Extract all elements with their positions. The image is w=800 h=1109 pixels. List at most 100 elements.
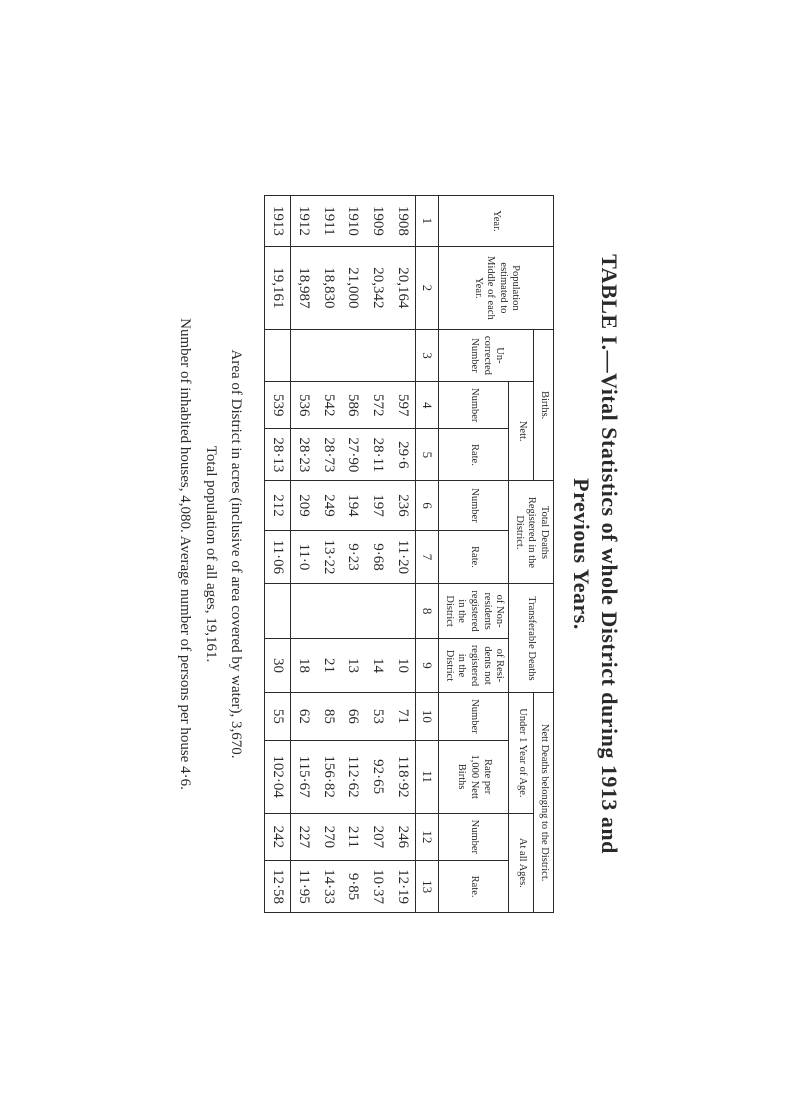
colnum: 6 [416,481,439,530]
colnum: 2 [416,246,439,329]
cell: 71 [390,693,415,740]
cell-year: 1909 [366,195,391,246]
cell: 9·68 [366,530,391,584]
hdr-rate-b: Rate. [439,429,509,481]
colnum: 13 [416,861,439,913]
cell: 209 [291,481,316,530]
footnotes: Area of District in acres (inclusive of … [172,54,249,1054]
cell: 28·73 [316,429,341,481]
cell: 21,000 [341,246,366,329]
cell: 29·6 [390,429,415,481]
cell: 21 [316,638,341,692]
cell-year: 1913 [265,195,291,246]
colnum: 3 [416,329,439,381]
cell: 11·20 [390,530,415,584]
cell: 92·65 [366,740,391,813]
colnum: 7 [416,530,439,584]
hdr-nonres: of Non- residents registered in the Dist… [439,584,509,638]
cell: 12·58 [265,861,291,913]
cell: 536 [291,381,316,428]
cell [316,329,341,381]
cell: 85 [316,693,341,740]
hdr-rpb: Rate per 1,000 Nett Births [439,740,509,813]
hdr-rate-td: Rate. [439,530,509,584]
cell-year: 1910 [341,195,366,246]
cell: 13 [341,638,366,692]
hdr-number-u1: Number [439,693,509,740]
cell: 62 [291,693,316,740]
hdr-number-b: Number [439,381,509,428]
cell [390,584,415,638]
cell [341,329,366,381]
cell: 597 [390,381,415,428]
cell: 236 [390,481,415,530]
cell: 20,342 [366,246,391,329]
cell: 11·06 [265,530,291,584]
cell: 115·67 [291,740,316,813]
cell: 11·95 [291,861,316,913]
cell: 211 [341,813,366,860]
cell [390,329,415,381]
hdr-uncorrected: Un- corrected Number [439,329,534,381]
cell: 227 [291,813,316,860]
cell: 10·37 [366,861,391,913]
colnum: 5 [416,429,439,481]
hdr-pop: Population estimated to Middle of each Y… [439,246,554,329]
cell-year: 1911 [316,195,341,246]
cell: 112·62 [341,740,366,813]
cell: 28·23 [291,429,316,481]
cell: 10 [390,638,415,692]
hdr-rate-aa: Rate. [439,861,509,913]
cell [341,584,366,638]
cell: 18,987 [291,246,316,329]
cell [366,329,391,381]
vital-stats-table: Year. Population estimated to Middle of … [265,195,555,913]
cell: 27·90 [341,429,366,481]
hdr-allages: At all Ages. [509,813,534,912]
cell: 246 [390,813,415,860]
cell: 20,164 [390,246,415,329]
cell: 270 [316,813,341,860]
cell: 28·13 [265,429,291,481]
colnum: 11 [416,740,439,813]
cell: 156·82 [316,740,341,813]
hdr-year: Year. [439,195,554,246]
cell: 19,161 [265,246,291,329]
cell: 28·11 [366,429,391,481]
cell: 539 [265,381,291,428]
hdr-births: Births. [534,329,554,480]
cell: 66 [341,693,366,740]
colnum: 4 [416,381,439,428]
cell: 30 [265,638,291,692]
cell: 542 [316,381,341,428]
cell: 586 [341,381,366,428]
table-row: 1910 21,000 586 27·90 194 9·23 13 66 112… [341,195,366,912]
cell: 102·04 [265,740,291,813]
colnum: 10 [416,693,439,740]
footnote-houses: Number of inhabited houses, 4,080. Avera… [172,54,198,1054]
cell: 118·92 [390,740,415,813]
cell: 18,830 [316,246,341,329]
hdr-under1: Under 1 Year of Age. [509,693,534,813]
cell: 18 [291,638,316,692]
cell: 14 [366,638,391,692]
cell [265,329,291,381]
colnum: 8 [416,584,439,638]
cell: 9·23 [341,530,366,584]
cell: 242 [265,813,291,860]
table-row: 1909 20,342 572 28·11 197 9·68 14 53 92·… [366,195,391,912]
hdr-resi: of Resi- dents not registered in the Dis… [439,638,509,692]
cell: 212 [265,481,291,530]
hdr-nett-deaths: Nett Deaths belonging to the District. [534,693,554,913]
colnum: 12 [416,813,439,860]
cell-year: 1912 [291,195,316,246]
cell [316,584,341,638]
cell: 572 [366,381,391,428]
cell: 11·0 [291,530,316,584]
footnote-pop: Total population of all ages, 19,161. [198,54,224,1054]
table-row: 1911 18,830 542 28·73 249 13·22 21 85 15… [316,195,341,912]
hdr-total-deaths: Total Deaths Registered in the District. [509,481,554,584]
cell: 207 [366,813,391,860]
cell [265,584,291,638]
col-index-row: 1 2 3 4 5 6 7 8 9 10 11 12 13 [416,195,439,912]
